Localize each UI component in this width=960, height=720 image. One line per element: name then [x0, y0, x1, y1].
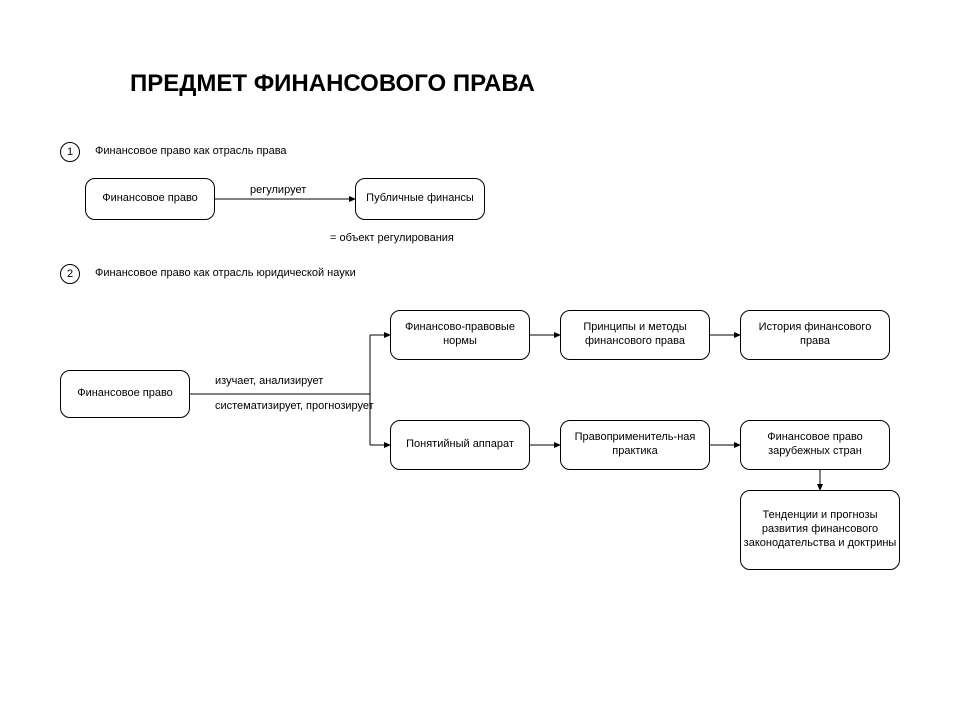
- row2-c: Финансовое право зарубежных стран: [740, 420, 890, 470]
- s2-left-box: Финансовое право: [60, 370, 190, 418]
- s1-left-box: Финансовое право: [85, 178, 215, 220]
- section-2-badge: 2: [60, 264, 80, 284]
- s1-arrow-label: регулирует: [250, 184, 306, 196]
- section-1-badge: 1: [60, 142, 80, 162]
- diagram-canvas: ПРЕДМЕТ ФИНАНСОВОГО ПРАВА 1 Финансовое п…: [0, 0, 960, 720]
- s1-right-box: Публичные финансы: [355, 178, 485, 220]
- connectors: [0, 0, 960, 720]
- row2-a: Понятийный аппарат: [390, 420, 530, 470]
- tail-box: Тенденции и прогнозы развития финансовог…: [740, 490, 900, 570]
- page-title: ПРЕДМЕТ ФИНАНСОВОГО ПРАВА: [130, 70, 535, 98]
- row1-c: История финансового права: [740, 310, 890, 360]
- s1-footnote: = объект регулирования: [330, 232, 454, 244]
- section-1-heading: Финансовое право как отрасль права: [95, 145, 287, 157]
- s2-verbs-bot: систематизирует, прогнозирует: [215, 400, 374, 412]
- row1-a: Финансово-правовые нормы: [390, 310, 530, 360]
- row2-b: Правоприменитель-ная практика: [560, 420, 710, 470]
- s2-verbs-top: изучает, анализирует: [215, 375, 323, 387]
- row1-b: Принципы и методы финансового права: [560, 310, 710, 360]
- section-2-heading: Финансовое право как отрасль юридической…: [95, 267, 356, 279]
